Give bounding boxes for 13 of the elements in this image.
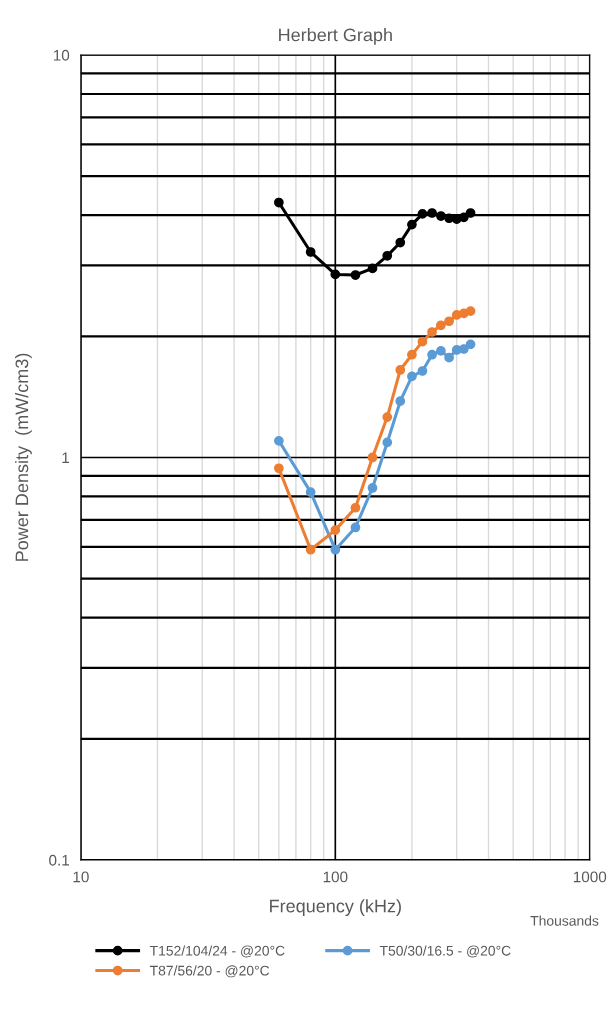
chart-title: Herbert Graph: [279, 28, 392, 45]
legend-label: T87/56/20 - @20°C: [149, 965, 270, 978]
legend-label: T50/30/16.5 - @20°C: [379, 945, 511, 958]
x-axis-title: Frequency (kHz): [270, 899, 401, 917]
y-tick-label: 10: [53, 49, 70, 61]
x-tick-label: 10: [73, 871, 89, 883]
y-tick-label: 1: [62, 452, 70, 464]
x-tick-label: 1000: [573, 871, 607, 883]
y-axis-title: Power Density (mW/cm3): [15, 353, 32, 561]
text: Thousands: [530, 915, 599, 926]
x-tick-label: 100: [323, 871, 348, 883]
legend-label: T152/104/24 - @20°C: [149, 945, 285, 958]
y-tick-label: 0.1: [49, 854, 70, 866]
